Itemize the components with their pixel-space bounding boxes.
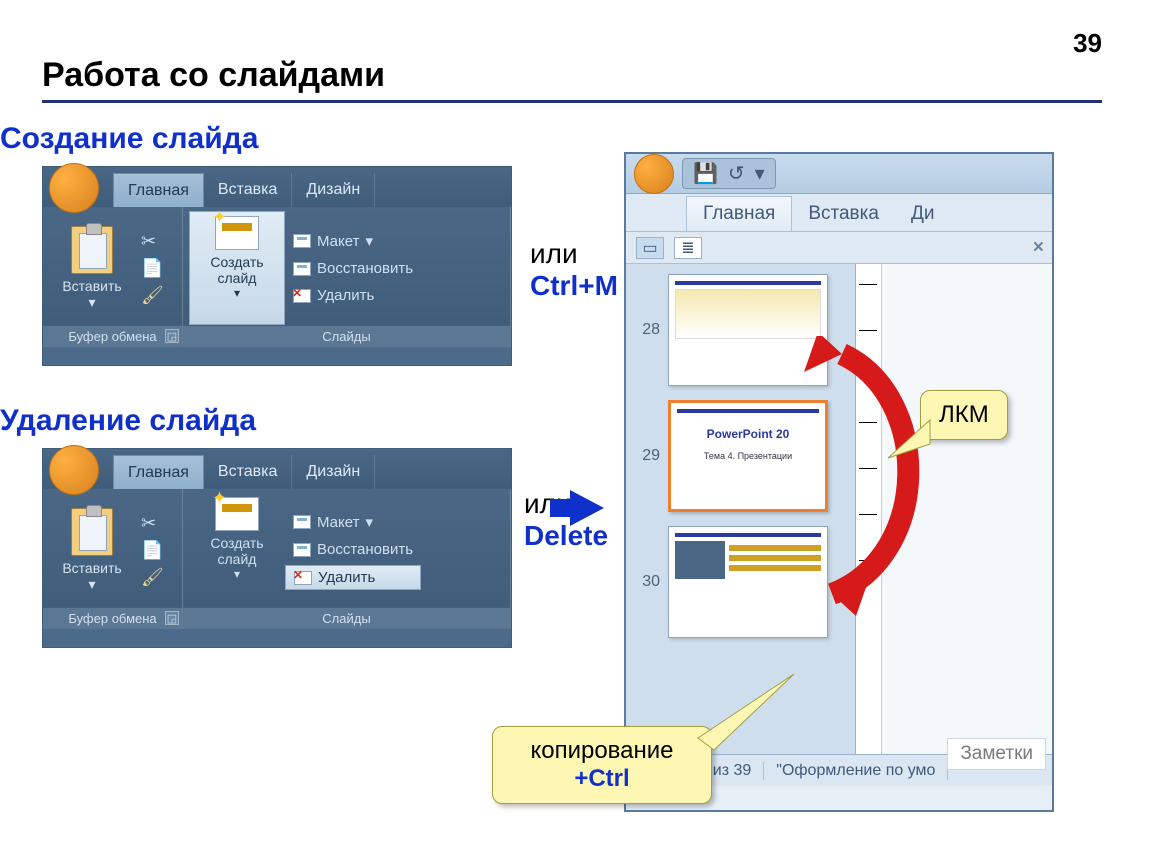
thumbnail-number: 28	[634, 321, 660, 339]
thumbnail-subtitle: Тема 4. Презентации	[677, 451, 819, 461]
callout-copy-text: копирование	[530, 737, 673, 764]
delete-slide-button[interactable]: Удалить	[285, 565, 421, 590]
paste-button[interactable]: Вставить ▾	[49, 226, 135, 311]
cut-icon[interactable]: ✂	[141, 231, 164, 252]
tab-insert[interactable]: Вставка	[792, 197, 895, 231]
group-slides-label: Слайды	[183, 325, 510, 347]
slide-edit-area	[856, 264, 1052, 754]
paste-label: Вставить	[62, 278, 121, 294]
thumbnail-number: 30	[634, 573, 660, 591]
annot-or-1: или	[530, 238, 578, 269]
thumbnail-slide[interactable]	[668, 274, 828, 386]
thumbnail-slide[interactable]	[668, 526, 828, 638]
tab-design[interactable]: Дизайн	[292, 173, 375, 207]
group-clipboard-label: Буфер обмена ◲	[43, 325, 182, 347]
thumbnail-number: 29	[634, 447, 660, 465]
annot-shortcut-ctrlm: Ctrl+M	[530, 270, 618, 301]
page-number: 39	[1073, 28, 1102, 59]
notes-placeholder[interactable]: Заметки	[947, 738, 1046, 770]
thumbnail-row-selected[interactable]: 29 PowerPoint 20 Тема 4. Презентации	[634, 400, 849, 512]
slide-thumbnail-pane: 28 29 PowerPoint 20 Тема 4. Презентации …	[626, 264, 856, 754]
reset-button[interactable]: Восстановить	[285, 538, 421, 561]
callout-copy-key: +Ctrl	[574, 765, 629, 792]
undo-icon[interactable]: ↺	[728, 161, 745, 186]
dialog-launcher-icon[interactable]: ◲	[165, 329, 179, 343]
section-create-heading: Создание слайда	[0, 122, 258, 156]
new-slide-button[interactable]: Создать слайд ▾	[189, 493, 285, 607]
format-painter-icon[interactable]: 🖌	[141, 285, 164, 306]
tab-home[interactable]: Главная	[686, 196, 792, 231]
outline-view-button[interactable]: ≣	[674, 237, 702, 259]
tab-design[interactable]: Дизайн	[292, 455, 375, 489]
format-painter-icon[interactable]: 🖌	[141, 567, 164, 588]
ribbon-create-slide: Главная Вставка Дизайн Вставить ▾ ✂ 📄 🖌 …	[42, 166, 512, 366]
tab-home[interactable]: Главная	[113, 173, 204, 207]
tab-insert[interactable]: Вставка	[204, 455, 292, 489]
callout-copy: копирование +Ctrl	[492, 726, 712, 804]
thumbnail-row[interactable]: 30	[634, 526, 849, 638]
powerpoint-window: 💾 ↺ ▾ Главная Вставка Ди ▭ ≣ × 28 29	[624, 152, 1054, 812]
dialog-launcher-icon[interactable]: ◲	[165, 611, 179, 625]
office-button-icon[interactable]	[634, 154, 674, 194]
save-icon[interactable]: 💾	[693, 161, 718, 186]
office-button-icon[interactable]	[49, 445, 99, 495]
ribbon-delete-slide: Главная Вставка Дизайн Вставить ▾ ✂ 📄 🖌 …	[42, 448, 512, 648]
tab-insert[interactable]: Вставка	[204, 173, 292, 207]
ribbon-tabs: Главная Вставка Дизайн	[43, 167, 511, 207]
thumbnail-title: PowerPoint 20	[677, 427, 819, 441]
thumbnail-row[interactable]: 28	[634, 274, 849, 386]
clipboard-icon	[71, 508, 113, 556]
copy-icon[interactable]: 📄	[141, 258, 164, 279]
paste-label: Вставить	[62, 560, 121, 576]
reset-button[interactable]: Восстановить	[285, 257, 421, 280]
close-pane-icon[interactable]: ×	[1033, 237, 1044, 259]
new-slide-icon	[215, 497, 259, 531]
status-theme: "Оформление по умо	[764, 762, 948, 780]
thumbnail-slide[interactable]: PowerPoint 20 Тема 4. Презентации	[668, 400, 828, 512]
vertical-ruler	[856, 264, 882, 754]
title-underline	[42, 100, 1102, 103]
layout-button[interactable]: Макет ▾	[285, 510, 421, 534]
group-clipboard-label: Буфер обмена ◲	[43, 607, 182, 629]
blue-arrow-icon	[570, 490, 604, 526]
normal-view-button[interactable]: ▭	[636, 237, 664, 259]
page-title: Работа со слайдами	[42, 56, 385, 95]
paste-button[interactable]: Вставить ▾	[49, 508, 135, 593]
tab-design[interactable]: Ди	[895, 197, 950, 231]
new-slide-label-1: Создать	[210, 254, 263, 270]
callout-lkm: ЛКМ	[920, 390, 1008, 440]
cut-icon[interactable]: ✂	[141, 513, 164, 534]
new-slide-button[interactable]: Создать слайд ▾	[189, 211, 285, 325]
quick-access-toolbar: 💾 ↺ ▾	[682, 158, 776, 189]
layout-button[interactable]: Макет ▾	[285, 229, 421, 253]
new-slide-icon	[215, 216, 259, 250]
tab-home[interactable]: Главная	[113, 455, 204, 489]
delete-slide-button[interactable]: Удалить	[285, 284, 421, 307]
section-delete-heading: Удаление слайда	[0, 404, 256, 438]
office-button-icon[interactable]	[49, 163, 99, 213]
new-slide-label-2: слайд	[218, 270, 257, 286]
copy-icon[interactable]: 📄	[141, 540, 164, 561]
group-slides-label: Слайды	[183, 607, 510, 629]
clipboard-icon	[71, 226, 113, 274]
qat-dropdown-icon[interactable]: ▾	[755, 161, 765, 186]
